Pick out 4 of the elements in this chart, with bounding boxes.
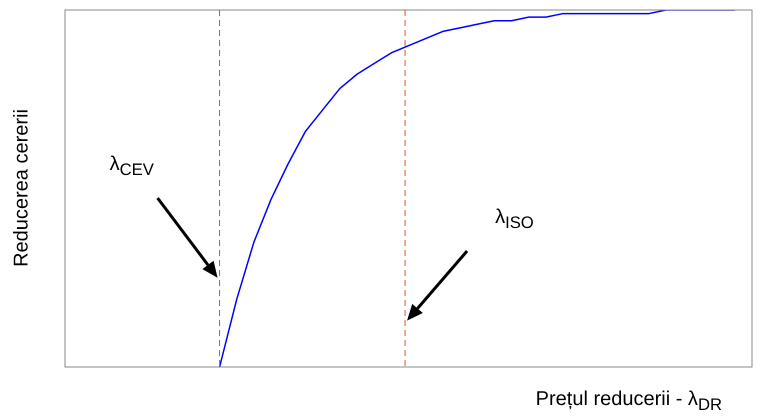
x-axis-title: Prețul reducerii - λ$_{DR}$ [536,388,722,415]
annotation: λ$_{ISO}$ [495,206,534,233]
y-axis-title: Reducerea cererii [10,109,34,267]
annotation: λ$_{CEV}$ [110,153,154,180]
